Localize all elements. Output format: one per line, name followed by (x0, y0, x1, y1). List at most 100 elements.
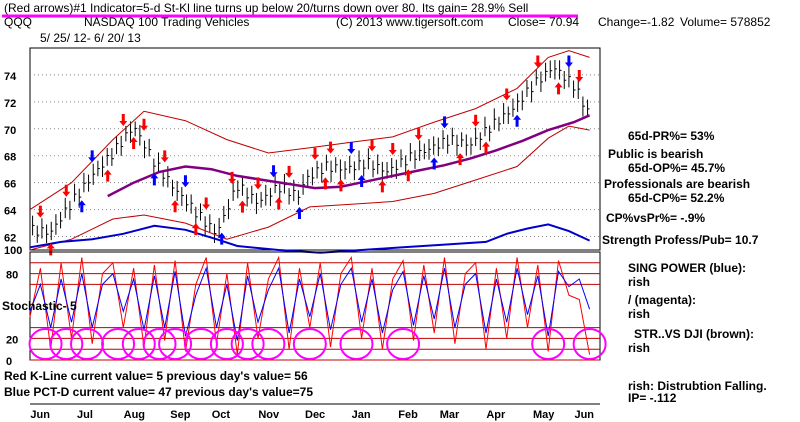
oversold-circle (251, 328, 286, 360)
x-tick-label: Jul (77, 409, 93, 421)
oversold-circle (292, 328, 327, 360)
up-arrow (77, 200, 86, 213)
note-dji: STR..VS DJI (brown): (634, 327, 754, 341)
down-arrow (254, 177, 262, 190)
down-arrow (388, 142, 397, 155)
oversold-circle (28, 328, 63, 360)
note-magenta-value: rish (628, 307, 650, 321)
up-arrow (238, 200, 247, 213)
x-tick-label: Feb (398, 409, 418, 421)
stochastic-tick-label: 80 (6, 270, 18, 282)
x-tick-label: Jun (30, 409, 50, 421)
down-arrow (228, 171, 237, 184)
oversold-circle (386, 328, 421, 360)
up-arrow (150, 173, 159, 186)
down-arrow (368, 139, 376, 152)
price-tick-label: 64 (4, 206, 17, 218)
price-tick-label: 72 (4, 98, 16, 110)
x-tick-label: Oct (212, 409, 231, 421)
down-arrow (160, 150, 169, 163)
down-arrow (140, 118, 148, 131)
x-tick-label: Nov (258, 409, 280, 421)
copyright: (C) 2013 www.tigersoft.com (336, 15, 483, 29)
band-line (29, 50, 590, 211)
k-line-note: Red K-Line current value= 5 previous day… (4, 369, 308, 383)
oversold-circle (230, 328, 265, 360)
price-tick-label: 62 (4, 233, 16, 245)
down-arrow (564, 55, 573, 68)
stochastic-label: Stochastic- 5 (2, 299, 77, 313)
note-ip: IP= -.112 (628, 391, 677, 405)
down-arrow (311, 147, 319, 160)
indicator-banner: (Red arrows)#1 Indicator=5-d St-Kl line … (4, 1, 528, 15)
note-dji-value: rish (628, 341, 650, 355)
stochastic-top-label: 100 (4, 245, 22, 257)
x-tick-label: Sep (170, 409, 190, 421)
k-line (29, 255, 591, 355)
up-arrow (554, 82, 563, 95)
down-arrow (285, 165, 294, 178)
up-arrow (513, 114, 522, 127)
x-tick-label: Apr (486, 409, 506, 421)
down-arrow (533, 55, 542, 68)
note-strength: Strength Profess/Pub= 10.7 (602, 233, 759, 247)
note-professionals: Professionals are bearish (604, 177, 750, 191)
up-arrow (217, 232, 226, 245)
oversold-circle (101, 328, 136, 360)
symbol: QQQ (4, 15, 32, 29)
up-arrow (295, 206, 304, 219)
down-arrow (471, 114, 480, 127)
oversold-circle (339, 328, 374, 360)
down-arrow (575, 70, 584, 83)
price-tick-label: 68 (4, 152, 16, 164)
x-axis: Jun Jul Aug Sep Oct Nov Dec Jan Feb Mar Apr May Jun (30, 403, 600, 421)
volume-value: Volume= 578852 (680, 15, 771, 29)
up-arrow (456, 153, 465, 166)
stochastic-panel: 100 0 20 80 (4, 245, 607, 368)
up-arrow (191, 223, 200, 236)
up-arrow (482, 141, 490, 154)
up-arrow (321, 177, 330, 190)
note-distribution: rish: Distrubtion Falling. (628, 379, 767, 393)
x-tick-label: May (533, 409, 555, 421)
oversold-circle (209, 328, 244, 360)
pct-d-line (29, 266, 591, 341)
x-tick-label: Aug (124, 409, 145, 421)
oversold-circle (49, 328, 84, 360)
x-tick-label: Jun (574, 409, 594, 421)
price-tick-label: 70 (4, 125, 16, 137)
note-power: SING POWER (blue): (628, 261, 746, 275)
change-value: Change=-1.82 (598, 15, 675, 29)
up-arrow (171, 200, 180, 213)
down-arrow (502, 88, 511, 101)
note-op: 65d-OP%= 45.7% (628, 161, 725, 175)
x-tick-label: Jan (352, 409, 371, 421)
price-tick-label: 74 (4, 71, 17, 83)
note-pr: 65d-PR%= 53% (628, 129, 715, 143)
date-range: 5/ 25/ 12- 6/ 20/ 13 (40, 31, 141, 45)
down-arrow (119, 114, 128, 127)
down-arrow (326, 141, 335, 154)
price-panel: 62 64 66 68 70 72 74 (4, 47, 601, 256)
x-tick-label: Mar (440, 409, 460, 421)
up-arrow (357, 175, 366, 188)
note-power-value: rish (628, 275, 650, 289)
down-arrow (88, 150, 97, 163)
down-arrow (269, 165, 278, 178)
note-magenta: / (magenta): (628, 293, 696, 307)
note-public: Public is bearish (608, 147, 703, 161)
chart-name: NASDAQ 100 Trading Vehicles (84, 15, 249, 29)
up-arrow (46, 243, 55, 256)
oversold-circle (158, 328, 193, 360)
oversold-circle (142, 328, 177, 360)
up-arrow (103, 169, 112, 182)
oversold-circle (531, 328, 566, 360)
up-arrow (129, 136, 138, 149)
stochastic-tick-label: 0 (6, 356, 12, 368)
moving-average-line (107, 114, 591, 198)
band-line (29, 125, 590, 251)
stochastic-frame (29, 251, 601, 361)
oversold-circle (121, 328, 156, 360)
down-arrow (202, 197, 211, 210)
